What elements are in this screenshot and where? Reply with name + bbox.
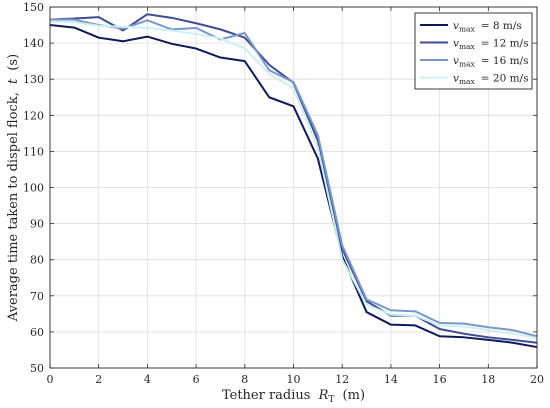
x-tick-label: 10 [287,373,301,386]
x-tick-label: 16 [433,373,447,386]
y-tick-label: 80 [30,254,44,267]
legend-subscript: max [459,60,476,69]
x-axis-label-text: Tether radius [222,388,310,403]
legend-symbol: v [453,55,459,67]
y-axis-unit: (s) [6,54,21,71]
y-tick-label: 70 [30,290,44,303]
x-tick-label: 0 [47,373,54,386]
y-tick-label: 90 [30,218,44,231]
legend-symbol: v [453,73,459,85]
series-line-1 [49,24,538,349]
legend-value: = 8 m/s [481,20,522,32]
legend-subscript: max [459,77,476,86]
series-line-3 [50,18,538,338]
x-axis-symbol: R [318,388,329,403]
legend-subscript: max [459,25,476,34]
legend-value: = 20 m/s [481,73,529,85]
data-series [49,13,538,349]
x-axis-label: Tether radius RT (m) [222,388,365,406]
y-tick-label: 100 [23,182,44,195]
x-tick-label: 2 [95,373,102,386]
legend-symbol: v [453,20,459,32]
y-tick-label: 60 [30,326,44,339]
y-axis-symbol: t [6,78,21,84]
axis-ticks: 0 2 4 6 8 10 12 14 16 18 20 50 60 70 80 90 100 110 120 130 1… [23,1,544,386]
legend-symbol: v [453,38,459,50]
legend-label: vmax = 12 m/s [453,38,528,52]
x-tick-label: 18 [481,373,495,386]
x-tick-label: 8 [241,373,248,386]
y-tick-label: 150 [23,1,44,14]
y-tick-label: 130 [23,73,44,86]
legend-label: vmax = 8 m/s [453,20,522,34]
legend-label: vmax = 20 m/s [453,73,528,87]
x-tick-label: 6 [193,373,200,386]
x-axis-unit: (m) [343,388,365,403]
x-axis-subscript: T [328,395,334,405]
legend-subscript: max [459,42,476,51]
y-tick-label: 140 [23,37,44,50]
legend-label: vmax = 16 m/s [453,55,528,69]
x-tick-label: 12 [335,373,349,386]
y-axis-label: Average time taken to dispel flock, t (s… [6,54,21,322]
x-tick-label: 14 [384,373,398,386]
series-line-4 [49,20,538,340]
y-tick-label: 120 [23,109,44,122]
y-tick-label: 110 [23,145,44,158]
x-tick-label: 4 [144,373,151,386]
legend-value: = 16 m/s [481,55,529,67]
y-tick-label: 50 [30,362,44,375]
y-axis-label-text: Average time taken to dispel flock, [6,92,21,322]
x-tick-label: 20 [530,373,544,386]
legend-value: = 12 m/s [481,38,529,50]
